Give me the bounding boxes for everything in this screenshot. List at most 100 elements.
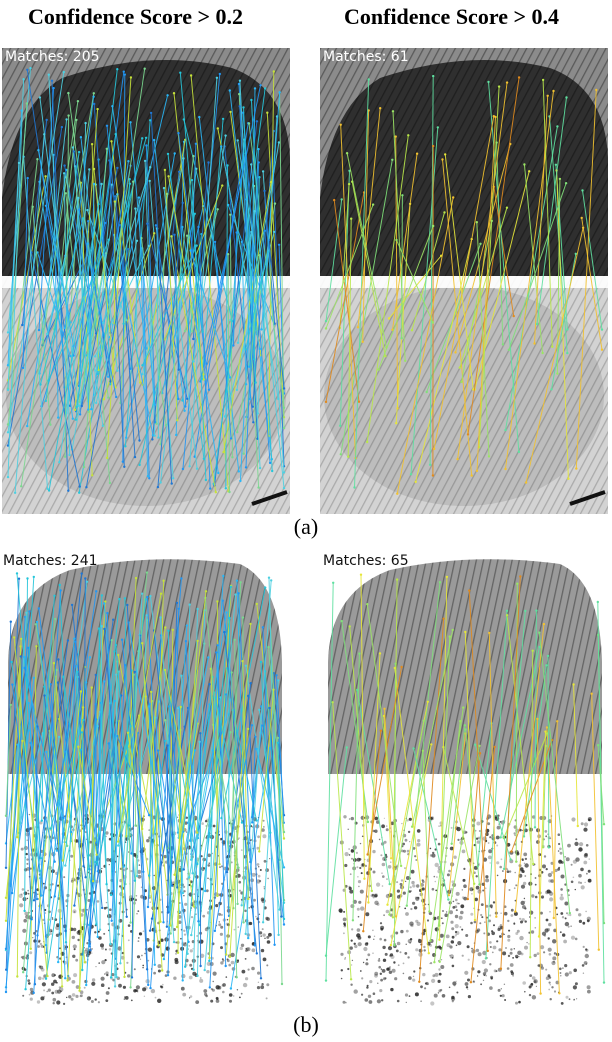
match-line [340,159,393,455]
keypoint-bottom [418,980,421,983]
keypoint-bottom [146,475,150,478]
keypoint-bottom [186,397,189,400]
keypoint-top [590,692,593,695]
keypoint-bottom [162,957,166,961]
keypoint-bottom [438,960,441,963]
keypoint-top [462,706,465,709]
match-line [277,737,283,985]
keypoint-top [229,585,233,588]
keypoint-top [505,206,509,209]
match-line [201,118,224,380]
keypoint-top [538,631,541,634]
match-line [9,677,35,887]
match-line [349,626,373,891]
keypoint-top [87,220,90,223]
keypoint-top [120,638,124,641]
match-line [194,123,249,457]
keypoint-top [80,572,83,575]
keypoint-top [95,590,98,593]
keypoint-top [108,159,111,162]
keypoint-bottom [87,408,90,411]
match-line [229,214,233,458]
keypoint-top [249,622,252,626]
keypoint-bottom [460,380,463,384]
match-line [325,582,334,981]
keypoint-bottom [600,328,604,331]
match-line [137,732,149,985]
keypoint-bottom [366,820,370,824]
keypoint-top [198,740,201,743]
keypoint-top [468,589,471,592]
keypoint-top [162,579,165,582]
match-line [384,708,397,917]
keypoint-bottom [450,842,453,845]
match-line [411,629,454,827]
keypoint-top [358,652,361,655]
match-line [111,671,120,836]
keypoint-bottom [247,936,250,940]
keypoint-top [77,745,80,748]
keypoint-top [463,724,467,727]
keypoint-top [255,747,258,751]
keypoint-bottom [438,938,441,941]
keypoint-top [164,626,167,629]
match-line [325,204,374,329]
keypoint-bottom [109,380,112,383]
keypoint-top [166,94,169,97]
keypoint-top [134,576,138,580]
keypoint-bottom [196,831,199,834]
match-line [111,106,147,349]
match-line [64,115,70,457]
match-line [93,103,111,333]
match-line [438,636,451,926]
keypoint-bottom [45,332,49,336]
match-line [229,623,251,957]
keypoint-top [104,600,107,603]
keypoint-bottom [153,403,156,406]
keypoint-top [444,153,447,156]
match-line [388,720,425,915]
keypoint-top [193,212,196,215]
keypoint-top [379,729,382,732]
keypoint-top [253,87,257,90]
keypoint-bottom [282,387,286,390]
keypoint-top [74,640,77,643]
keypoint-top [253,210,256,213]
keypoint-bottom [105,456,109,460]
keypoint-bottom [88,332,91,335]
keypoint-top [538,645,541,649]
keypoint-bottom [239,479,242,483]
match-line [116,735,150,816]
match-line [7,162,20,390]
keypoint-bottom [139,381,142,384]
keypoint-bottom [188,876,191,879]
keypoint-top [258,254,261,257]
keypoint-bottom [57,960,60,964]
keypoint-top [260,724,264,727]
keypoint-bottom [148,477,151,480]
match-line [174,234,180,370]
keypoint-bottom [4,919,8,922]
keypoint-top [141,642,144,645]
keypoint-top [106,611,109,615]
match-line [429,76,434,465]
match-line [185,641,199,922]
match-line [224,146,254,423]
keypoint-bottom [517,450,521,454]
panel-b-left-match-visualization: Matches: 241 [0,552,290,1014]
keypoint-bottom [148,929,152,932]
keypoint-top [149,166,152,169]
keypoint-top [59,589,62,592]
match-line [20,101,79,487]
keypoint-top [84,121,87,125]
keypoint-bottom [69,355,72,358]
keypoint-bottom [404,359,407,362]
keypoint-top [113,650,116,653]
keypoint-bottom [473,918,477,922]
match-line [451,725,466,844]
keypoint-bottom [533,342,536,345]
keypoint-top [129,121,132,124]
keypoint-bottom [550,388,553,391]
keypoint-top [270,579,273,582]
keypoint-bottom [324,319,328,323]
